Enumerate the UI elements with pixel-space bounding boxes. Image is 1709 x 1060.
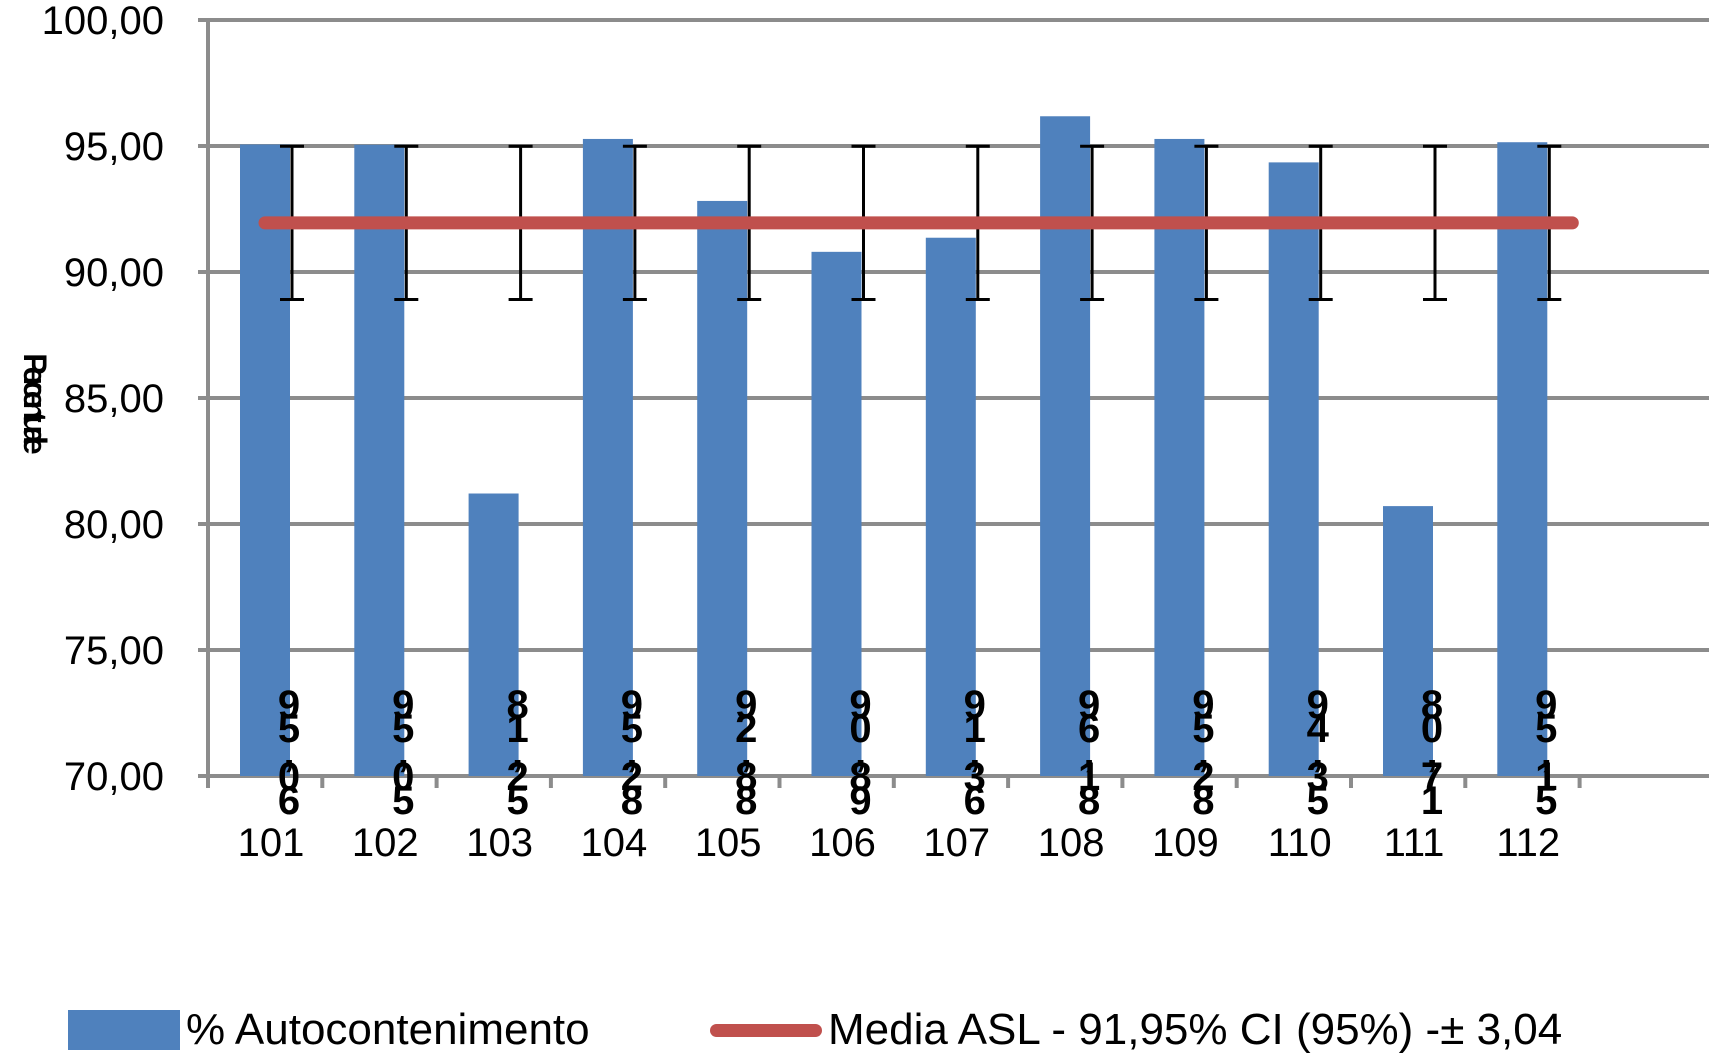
bar: [240, 144, 290, 776]
x-tick-label: 108: [1038, 821, 1105, 865]
y-tick-label: 95,00: [64, 125, 164, 169]
x-tick-label: 110: [1268, 821, 1332, 865]
legend-label-bars: % Autocontenimento: [186, 1005, 590, 1054]
x-tick-label: 112: [1496, 821, 1560, 865]
legend-label-line: Media ASL - 91,95% CI (95%) -± 3,04: [828, 1005, 1563, 1054]
bar: [468, 493, 519, 776]
y-axis-title: Percentuale: [17, 353, 53, 454]
bar: [925, 237, 976, 776]
legend-swatch-bar: [68, 1010, 180, 1050]
bar: [1383, 506, 1433, 776]
x-tick-label: 109: [1152, 821, 1219, 865]
x-tick-label: 111: [1384, 821, 1445, 865]
x-tick-label: 103: [466, 821, 533, 865]
x-tick-label: 104: [581, 821, 648, 865]
y-tick-label: 75,00: [64, 629, 164, 673]
bar: [1497, 142, 1548, 777]
x-tick-label: 101: [238, 821, 305, 865]
bar: [697, 200, 748, 776]
chart-svg: 100,00 95,00 90,00 85,00 80,00 75,00 70,00 Perc…: [17, 0, 1709, 865]
x-tick-label: 105: [695, 821, 762, 865]
legend-item-bars: % Autocontenimento: [68, 1000, 590, 1060]
x-tick-label: 102: [352, 821, 419, 865]
legend-swatch-line: [710, 1023, 822, 1037]
y-tick-label: 100,00: [42, 0, 164, 43]
bar: [1268, 162, 1319, 776]
x-tick-label: 106: [809, 821, 876, 865]
y-tick-label: 80,00: [64, 503, 164, 547]
legend-item-line: Media ASL - 91,95% CI (95%) -± 3,04: [710, 1000, 1562, 1060]
y-tick-label: 85,00: [64, 377, 164, 421]
bar: [1040, 116, 1091, 777]
y-tick-label: 70,00: [64, 755, 164, 799]
y-tick-label: 90,00: [64, 251, 164, 295]
bar: [1154, 138, 1205, 777]
bar: [354, 144, 405, 777]
bar: [811, 251, 862, 777]
x-tick-label: 107: [923, 821, 990, 865]
bar: [582, 138, 633, 777]
